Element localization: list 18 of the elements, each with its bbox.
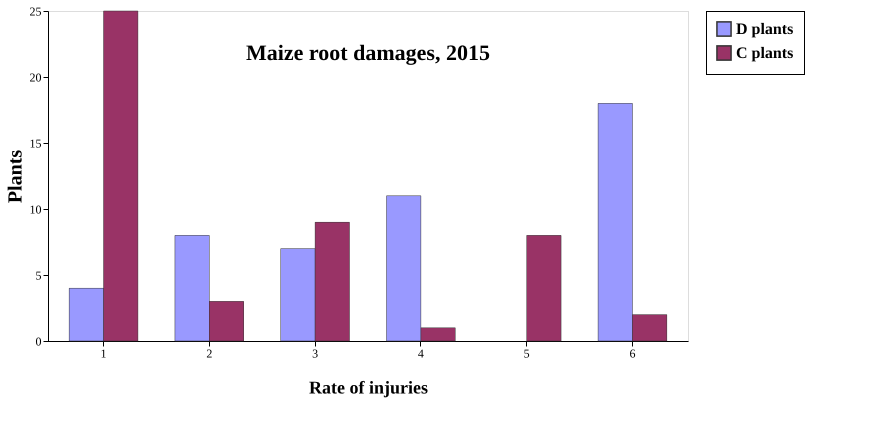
x-tick-label: 1 [100, 346, 107, 360]
x-tick-label: 6 [629, 346, 636, 360]
text: Maize root damages, 2015 [246, 40, 490, 65]
y-tick-label: 10 [30, 202, 42, 216]
x-tick-label: 5 [524, 346, 530, 360]
y-tick-label: 15 [30, 136, 42, 150]
y-axis-title: Plants [4, 150, 26, 204]
y-tick-label: 25 [30, 4, 42, 18]
legend-label: D plants [736, 21, 794, 38]
x-tick-label: 3 [312, 346, 318, 360]
bar [526, 235, 562, 342]
x-axis-title: Rate of injuries [309, 378, 428, 398]
y-tick-label: 0 [36, 334, 42, 348]
x-tick-label: 4 [418, 346, 424, 360]
y-tick-label: 20 [30, 70, 42, 84]
y-tick-label: 5 [36, 268, 42, 282]
x-tick-label: 2 [206, 346, 212, 360]
legend-label: C plants [736, 45, 794, 62]
